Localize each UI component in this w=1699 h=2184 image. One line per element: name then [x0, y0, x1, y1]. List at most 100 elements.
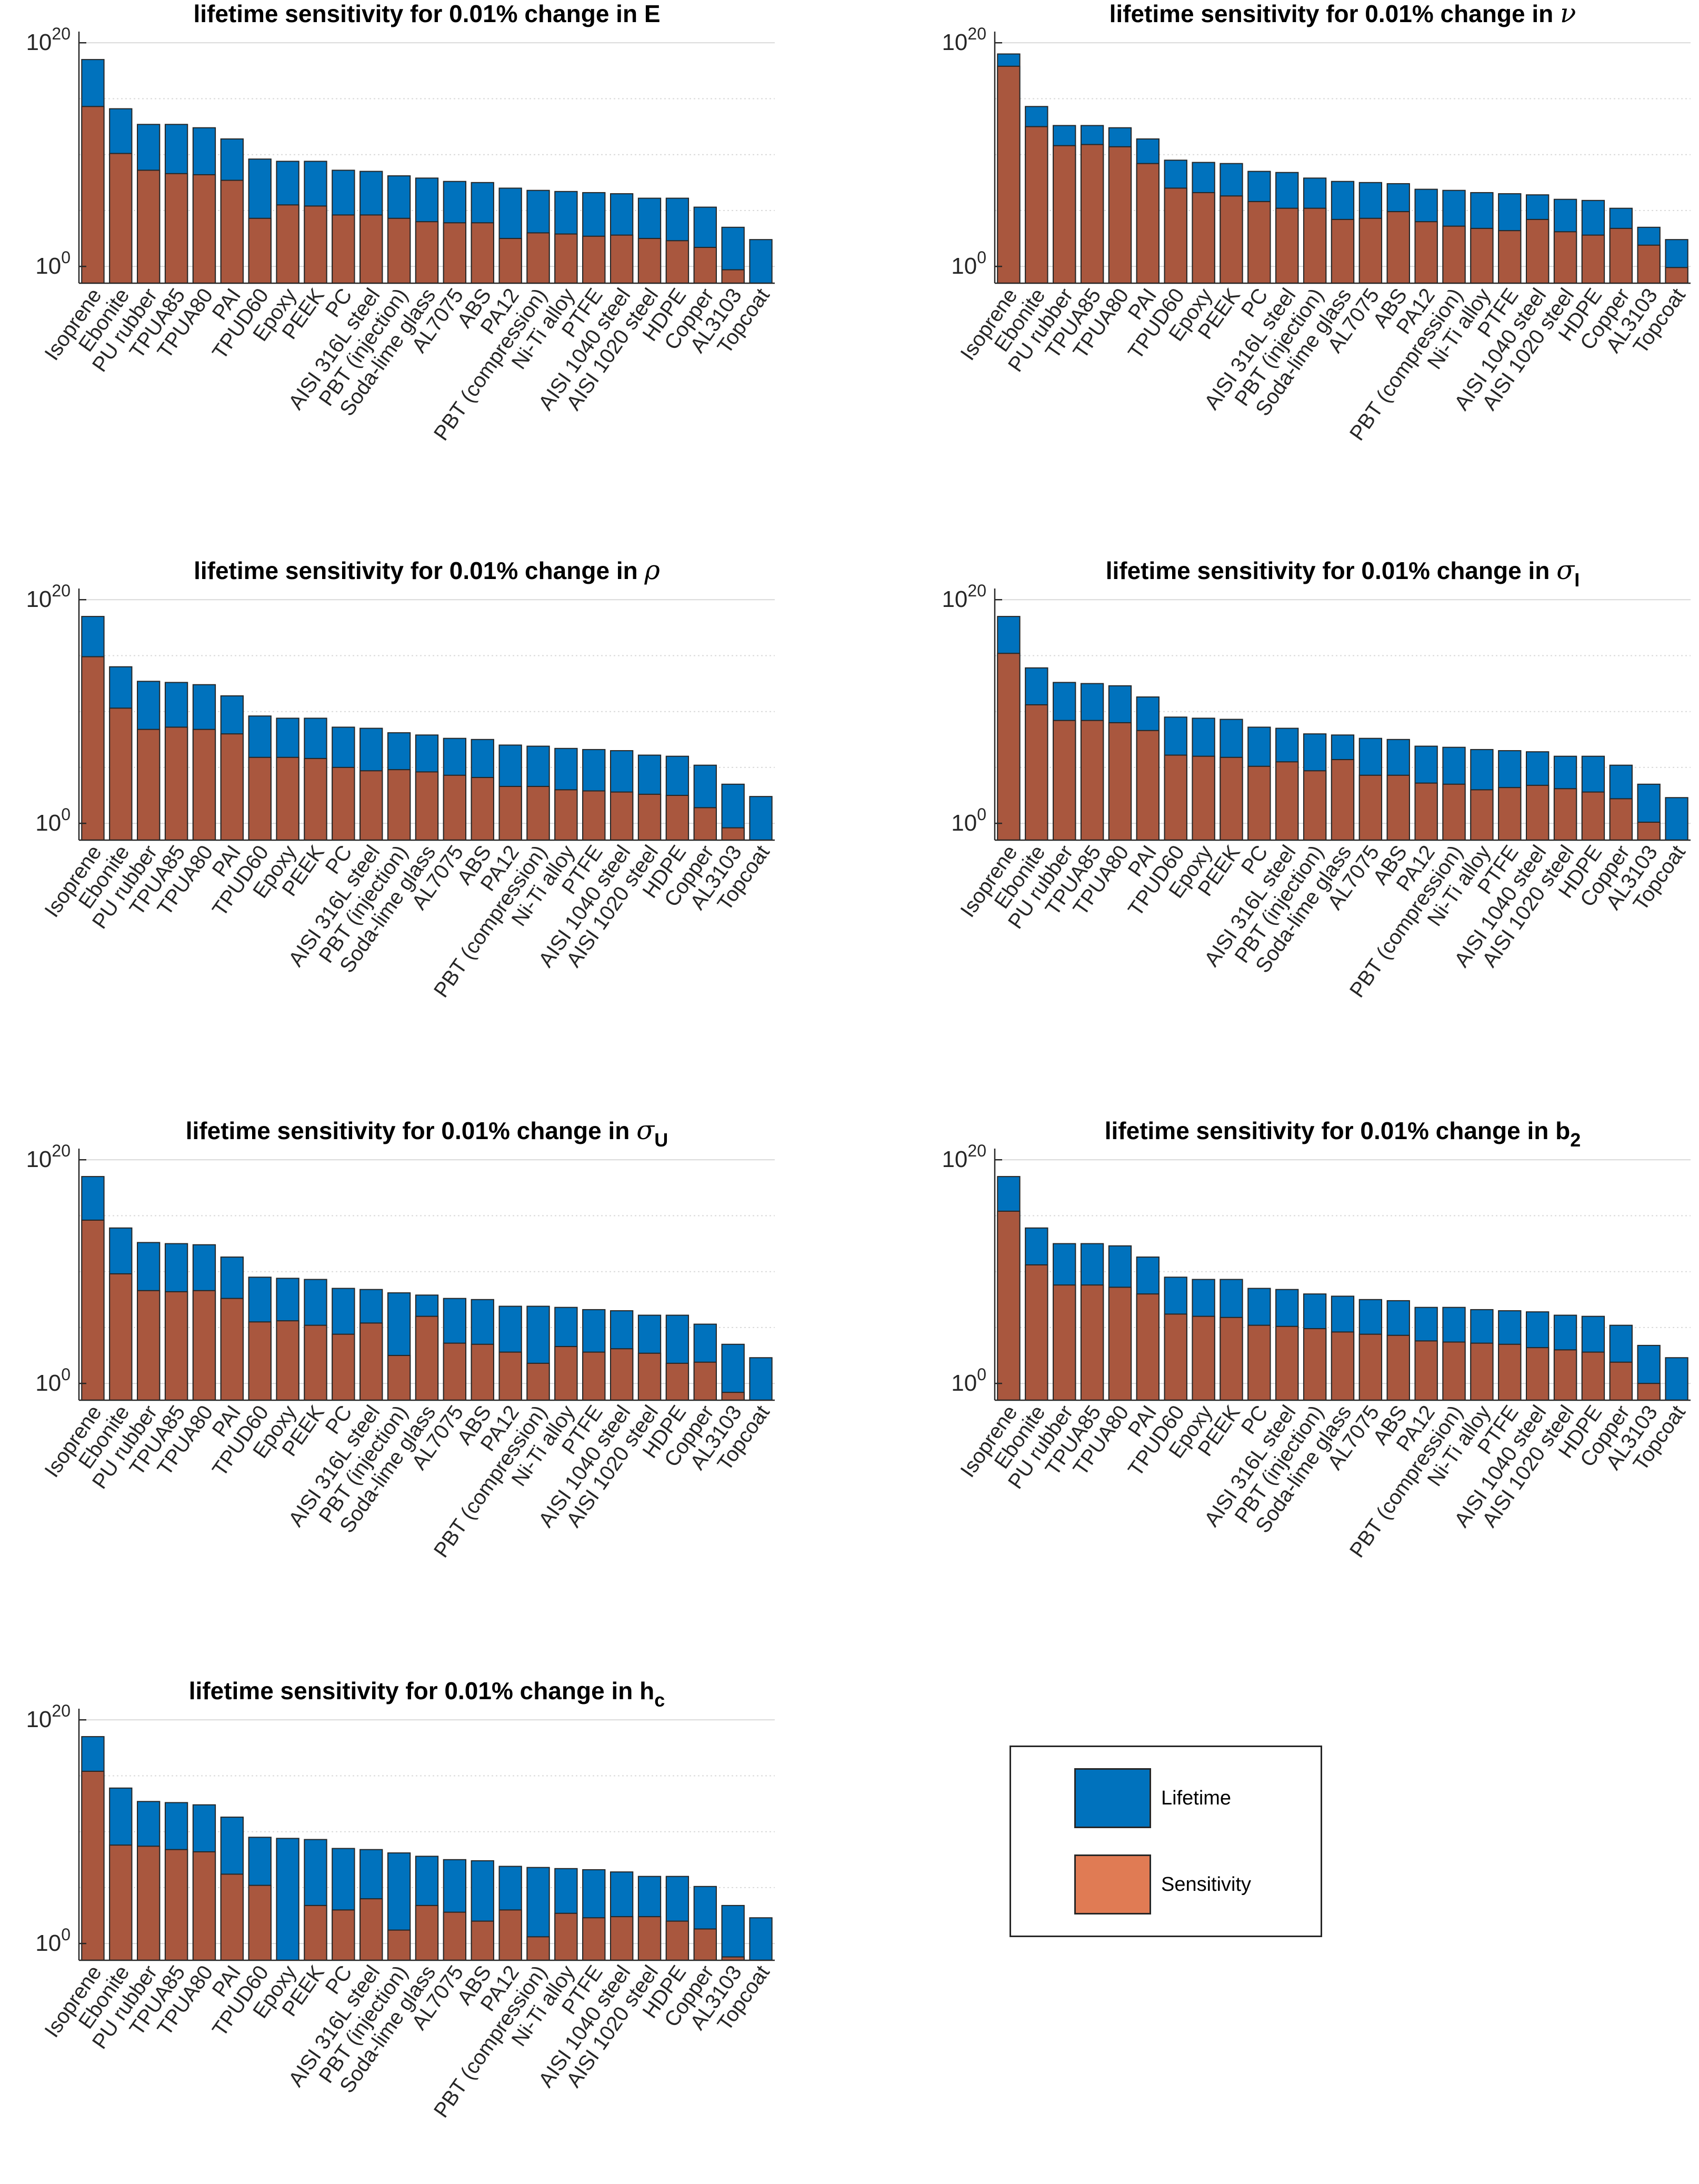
sensitivity-bar [665, 240, 689, 284]
chart-title: lifetime sensitivity for 0.01% change in… [1110, 0, 1576, 28]
sensitivity-bar [610, 1348, 634, 1401]
legend-label-lifetime: Lifetime [1161, 1787, 1232, 1809]
y-tick-label: 100 [35, 1365, 71, 1396]
sensitivity-bar [1275, 1325, 1299, 1401]
sensitivity-bar [693, 807, 717, 841]
sensitivity-bar [443, 774, 467, 841]
sensitivity-bar [1108, 1287, 1132, 1401]
sensitivity-bar [554, 233, 578, 284]
lifetime-bar [749, 796, 773, 841]
sensitivity-bar [137, 1290, 161, 1401]
sensitivity-bar [610, 234, 634, 284]
sensitivity-bar [1637, 244, 1661, 284]
y-tick-label: 100 [35, 1925, 71, 1956]
sensitivity-bar [359, 214, 383, 284]
sensitivity-bar [1053, 720, 1076, 841]
sensitivity-bar [304, 1904, 327, 1961]
sensitivity-bar [1136, 730, 1160, 841]
y-tick-label: 1020 [26, 581, 71, 612]
sensitivity-bar [1637, 822, 1661, 841]
sensitivity-bar [137, 729, 161, 841]
sensitivity-bar [471, 777, 494, 841]
y-tick-label: 1020 [26, 1141, 71, 1172]
sensitivity-bar [1080, 144, 1104, 284]
y-tick-label: 1020 [26, 24, 71, 55]
sensitivity-bar [1498, 787, 1522, 841]
sensitivity-bar [109, 1844, 133, 1961]
chart-title: lifetime sensitivity for 0.01% change in… [186, 1115, 668, 1151]
sensitivity-bar [1358, 774, 1383, 841]
lifetime-bar [1665, 797, 1688, 841]
sensitivity-bar [1526, 784, 1550, 841]
sensitivity-bar [332, 766, 355, 841]
sensitivity-bar [1609, 227, 1633, 284]
sensitivity-bar [443, 1911, 467, 1961]
sensitivity-bar [332, 214, 355, 284]
sensitivity-bar [498, 238, 522, 284]
sensitivity-bar [415, 771, 439, 841]
chart-title: lifetime sensitivity for 0.01% change in… [193, 0, 660, 27]
sensitivity-bar [1303, 1328, 1327, 1401]
sensitivity-bar [1275, 761, 1299, 841]
sensitivity-bar [1275, 207, 1299, 284]
sensitivity-bar [387, 769, 411, 841]
sensitivity-bar [220, 179, 244, 284]
sensitivity-bar [526, 1936, 550, 1961]
sensitivity-bar [1080, 720, 1104, 841]
sensitivity-bar [1192, 1315, 1215, 1401]
sensitivity-bar [1414, 1340, 1438, 1401]
sensitivity-bar [1220, 756, 1243, 841]
sensitivity-bar [192, 1851, 216, 1961]
sensitivity-bar [220, 1873, 244, 1961]
sensitivity-bar [1220, 195, 1243, 284]
sensitivity-bar [1526, 1347, 1550, 1401]
sensitivity-bar [81, 106, 105, 284]
sensitivity-bar [137, 1846, 161, 1961]
sensitivity-bar [637, 1916, 662, 1961]
sensitivity-bar [526, 1362, 550, 1401]
chart-title: lifetime sensitivity for 0.01% change in… [1105, 1117, 1581, 1151]
sensitivity-bar [164, 1291, 188, 1401]
sensitivity-bar [1442, 1341, 1466, 1401]
sensitivity-bar [304, 757, 327, 841]
sensitivity-bar [137, 169, 161, 284]
sensitivity-bar [1164, 754, 1187, 841]
sensitivity-bar [415, 221, 439, 284]
sensitivity-bar [1220, 1317, 1243, 1401]
sensitivity-bar [1025, 126, 1048, 284]
sensitivity-bar [610, 1916, 634, 1961]
sensitivity-bar [192, 729, 216, 841]
sensitivity-bar [1581, 1351, 1605, 1401]
sensitivity-bar [415, 1904, 439, 1961]
sensitivity-bar [665, 1920, 689, 1961]
sensitivity-bar [220, 1298, 244, 1401]
sensitivity-bar [164, 1849, 188, 1961]
sensitivity-bar [1303, 770, 1327, 841]
sensitivity-bar [1498, 1343, 1522, 1401]
y-tick-label: 100 [951, 805, 986, 836]
sensitivity-bar [276, 756, 299, 841]
lifetime-bar [276, 1838, 299, 1961]
sensitivity-bar [1108, 146, 1132, 284]
sensitivity-bar [498, 1909, 522, 1961]
sensitivity-bar [359, 1322, 383, 1401]
sensitivity-bar [1025, 1264, 1048, 1401]
sensitivity-bar [109, 707, 133, 841]
sensitivity-bar [304, 205, 327, 284]
sensitivity-bar [1025, 704, 1048, 841]
sensitivity-bar [164, 726, 188, 841]
sensitivity-bar [1553, 788, 1577, 841]
sensitivity-bar [1609, 1361, 1633, 1401]
sensitivity-bar [1331, 759, 1355, 841]
lifetime-bar [749, 239, 773, 284]
sensitivity-bar [1192, 192, 1215, 284]
sensitivity-bar [248, 217, 272, 284]
sensitivity-bar [554, 789, 578, 841]
chart-title: lifetime sensitivity for 0.01% change in… [189, 1677, 665, 1711]
lifetime-bar [749, 1357, 773, 1401]
